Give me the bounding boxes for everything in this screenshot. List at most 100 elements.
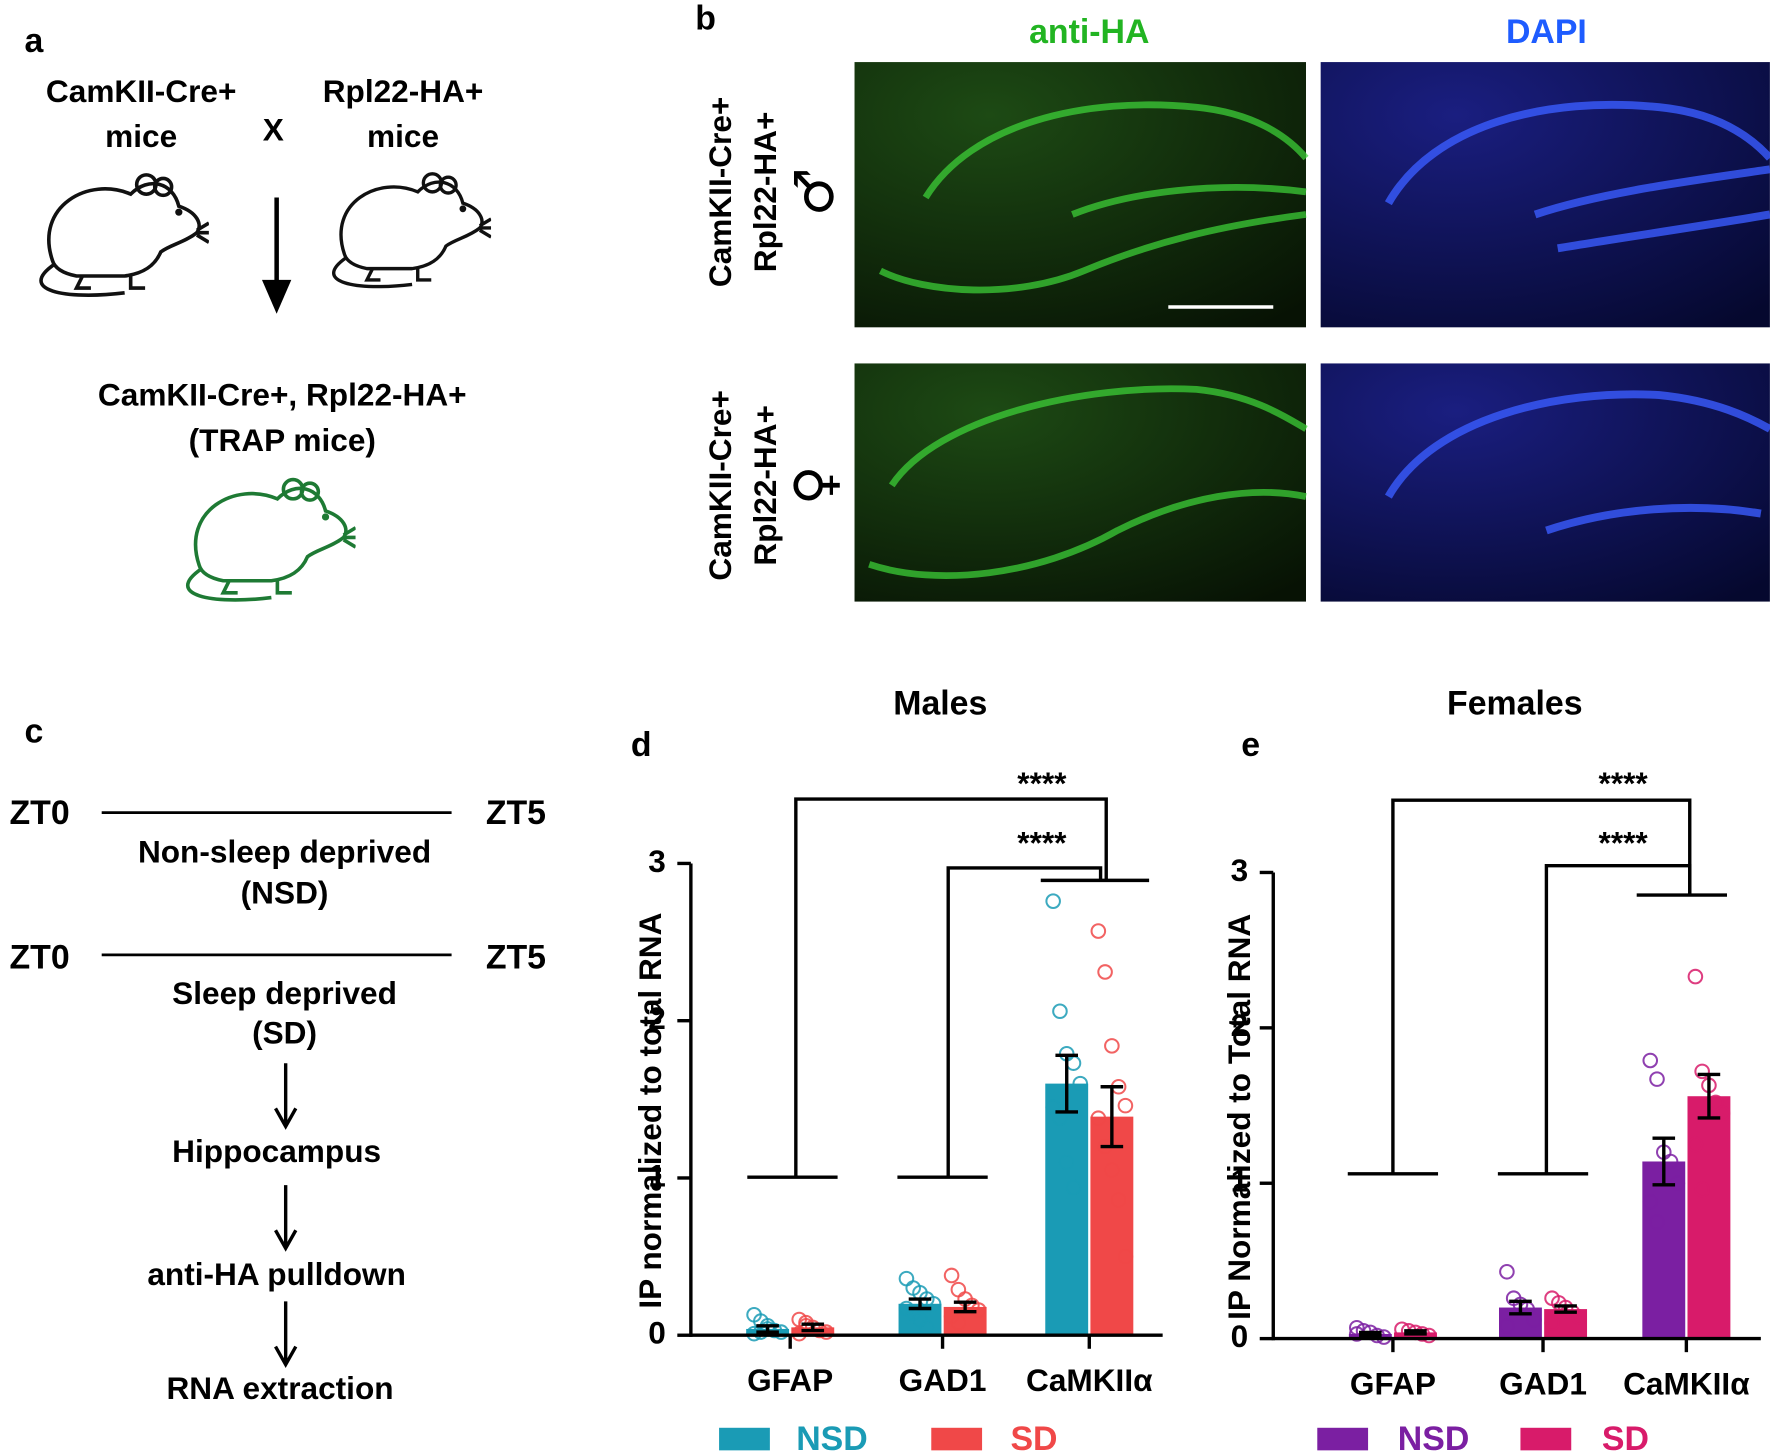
- error-bar: [1652, 1136, 1676, 1187]
- panel-label: e: [1241, 726, 1260, 764]
- step-label: anti-HA pulldown: [147, 1256, 406, 1292]
- time-label: ZT5: [486, 938, 546, 976]
- data-point: [1097, 964, 1113, 980]
- y-tick-label: 1: [1231, 1163, 1249, 1199]
- significance-label: ****: [1017, 825, 1067, 861]
- data-point: [1045, 893, 1061, 909]
- y-axis-label: IP Normalized to Total RNA: [1221, 914, 1257, 1320]
- data-point: [1104, 1038, 1120, 1054]
- data-point: [1117, 1248, 1134, 1265]
- x-tick-label: GAD1: [1499, 1365, 1587, 1401]
- bar: [1090, 1116, 1134, 1336]
- data-point: [1571, 1309, 1587, 1325]
- significance-bracket: [897, 866, 1103, 1179]
- step-label: RNA extraction: [166, 1370, 393, 1406]
- data-point: [1065, 1055, 1082, 1071]
- error-bar: [1509, 1299, 1532, 1316]
- x-tick-label: GFAP: [1350, 1365, 1436, 1401]
- legend-swatch: [719, 1427, 770, 1451]
- x-tick-label: CaMKIIα: [1623, 1365, 1750, 1401]
- legend-swatch: [1520, 1427, 1572, 1451]
- data-point: [1090, 1110, 1107, 1126]
- offspring-label: CamKII-Cre+, Rpl22-HA+: [98, 377, 467, 413]
- row-label: Rpl22-HA+: [747, 405, 783, 566]
- data-point: [1526, 1312, 1542, 1328]
- data-point: [1499, 1318, 1515, 1334]
- y-tick-label: 0: [1231, 1318, 1249, 1354]
- condition-label: (SD): [252, 1014, 317, 1050]
- y-tick-label: 2: [1231, 1007, 1249, 1043]
- significance-bracket: [747, 797, 1108, 1179]
- mouse-icon: [331, 172, 492, 289]
- sex-symbol: ♀: [783, 465, 846, 505]
- mouse-icon: [39, 173, 209, 297]
- column-label: anti-HA: [1029, 13, 1149, 51]
- y-tick-label: 0: [648, 1315, 666, 1351]
- data-point: [1110, 1192, 1127, 1208]
- data-point: [1544, 1315, 1560, 1331]
- data-point: [1694, 1181, 1710, 1198]
- data-point: [1642, 1052, 1659, 1069]
- condition-label: Non-sleep deprived: [138, 834, 431, 870]
- legend-swatch: [1317, 1427, 1369, 1451]
- parent-label: mice: [367, 118, 439, 154]
- micrograph: [1320, 62, 1770, 328]
- parent-label: CamKII-Cre+: [46, 73, 237, 109]
- micrographs: [854, 62, 1770, 602]
- data-point: [1499, 1264, 1515, 1280]
- panel-label: b: [695, 0, 716, 37]
- time-label: ZT5: [486, 794, 546, 832]
- data-point: [1687, 1136, 1704, 1153]
- column-label: DAPI: [1506, 13, 1587, 51]
- legend-label: SD: [1010, 1420, 1057, 1456]
- data-point: [925, 1295, 942, 1312]
- data-point: [950, 1281, 967, 1298]
- bar: [1642, 1161, 1686, 1339]
- offspring-label: (TRAP mice): [189, 422, 376, 458]
- parent-label: mice: [105, 118, 177, 154]
- data-point: [1117, 1097, 1134, 1114]
- error-bar: [908, 1297, 932, 1311]
- error-bar: [1359, 1330, 1382, 1338]
- row-label: Rpl22-HA+: [747, 112, 783, 273]
- significance-label: ****: [1599, 825, 1649, 861]
- flow-arrows: [274, 1063, 298, 1369]
- chart-title: Males: [893, 684, 987, 722]
- bar: [1687, 1096, 1731, 1339]
- data-point: [898, 1270, 915, 1287]
- chart-title: Females: [1447, 684, 1583, 722]
- panel-label: d: [631, 726, 652, 764]
- data-point: [1058, 1154, 1075, 1171]
- error-bar: [1697, 1072, 1721, 1120]
- significance-label: ****: [1599, 765, 1649, 801]
- data-point: [1072, 1075, 1089, 1092]
- significance-bracket: [1347, 798, 1692, 1176]
- data-point: [1642, 1194, 1659, 1210]
- data-point: [1649, 1071, 1665, 1087]
- data-point: [1104, 1162, 1120, 1178]
- error-bar: [1055, 1053, 1079, 1114]
- sex-symbol: ♂: [783, 168, 846, 217]
- y-axis-label: IP normalized to total RNA: [632, 913, 668, 1309]
- data-point: [1714, 1105, 1731, 1122]
- cross-sign: X: [263, 111, 284, 147]
- data-point: [1649, 1214, 1665, 1230]
- y-tick-label: 3: [1231, 852, 1249, 888]
- data-point: [1045, 1099, 1061, 1115]
- legend-label: NSD: [796, 1420, 868, 1456]
- condition-label: Sleep deprived: [172, 975, 397, 1011]
- error-bar: [1100, 1085, 1124, 1149]
- data-point: [1052, 1003, 1068, 1020]
- legend-label: SD: [1602, 1420, 1649, 1456]
- significance-bracket: [1497, 864, 1692, 1176]
- condition-label: (NSD): [241, 874, 329, 910]
- data-point: [950, 1314, 967, 1331]
- x-tick-label: GAD1: [899, 1362, 987, 1398]
- y-tick-label: 2: [648, 1000, 666, 1036]
- arrow-head: [261, 279, 292, 314]
- panel-label: c: [25, 713, 44, 751]
- row-label: CamKII-Cre+: [702, 390, 738, 581]
- y-tick-label: 3: [648, 843, 666, 879]
